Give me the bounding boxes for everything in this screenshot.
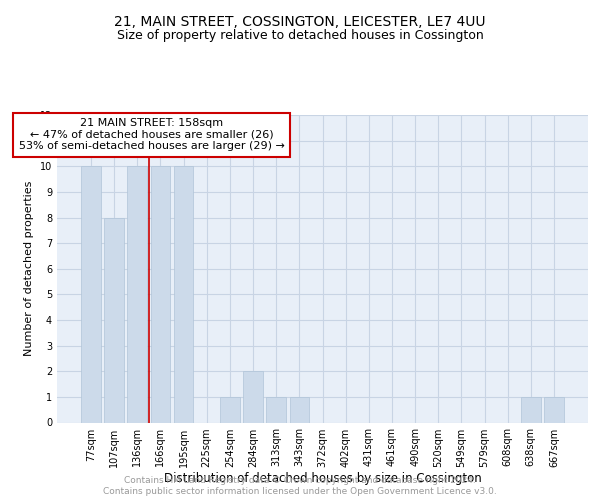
Bar bbox=[266, 397, 286, 422]
Text: Contains HM Land Registry data © Crown copyright and database right 2024.: Contains HM Land Registry data © Crown c… bbox=[124, 476, 476, 485]
Y-axis label: Number of detached properties: Number of detached properties bbox=[24, 181, 34, 356]
Bar bbox=[544, 397, 564, 422]
Bar bbox=[81, 166, 101, 422]
Bar bbox=[521, 397, 541, 422]
Bar bbox=[104, 218, 124, 422]
Text: 21, MAIN STREET, COSSINGTON, LEICESTER, LE7 4UU: 21, MAIN STREET, COSSINGTON, LEICESTER, … bbox=[114, 15, 486, 29]
X-axis label: Distribution of detached houses by size in Cossington: Distribution of detached houses by size … bbox=[164, 472, 481, 486]
Text: 21 MAIN STREET: 158sqm
← 47% of detached houses are smaller (26)
53% of semi-det: 21 MAIN STREET: 158sqm ← 47% of detached… bbox=[19, 118, 285, 152]
Bar bbox=[220, 397, 240, 422]
Text: Size of property relative to detached houses in Cossington: Size of property relative to detached ho… bbox=[116, 29, 484, 42]
Bar bbox=[174, 166, 193, 422]
Bar bbox=[243, 371, 263, 422]
Bar bbox=[151, 166, 170, 422]
Bar bbox=[290, 397, 309, 422]
Text: Contains public sector information licensed under the Open Government Licence v3: Contains public sector information licen… bbox=[103, 487, 497, 496]
Bar bbox=[127, 166, 147, 422]
